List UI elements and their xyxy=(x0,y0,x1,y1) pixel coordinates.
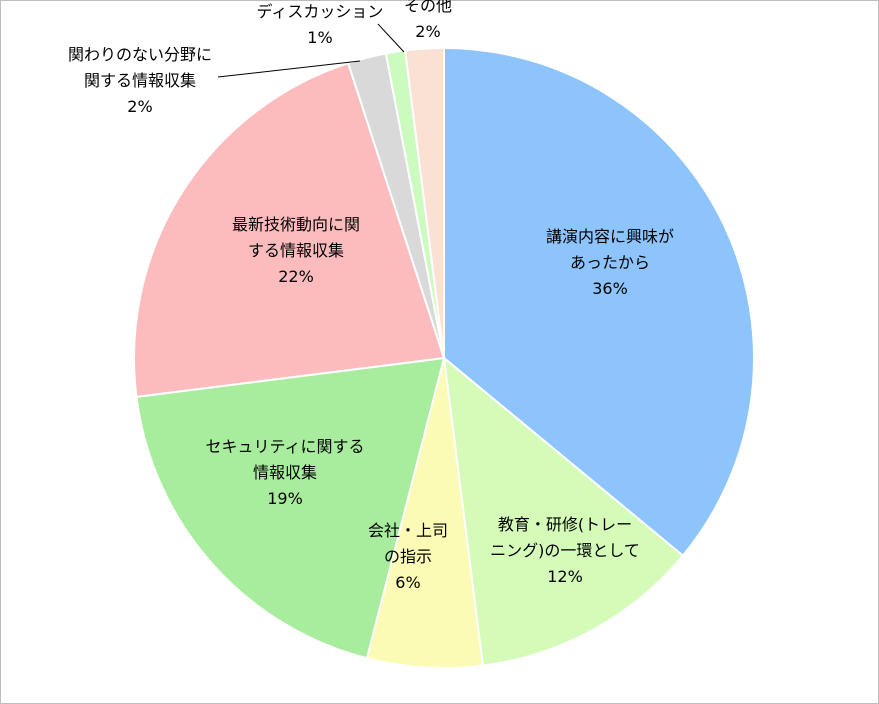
data-labels: 講演内容に興味があったから 36% 教育・研修(トレーニング)の一環として 12% 会社… xyxy=(68,0,674,592)
leader-line-6 xyxy=(217,60,361,78)
leader-lines xyxy=(217,23,405,78)
data-label-line: 会社・上司 xyxy=(368,521,448,540)
pie-slice-1 xyxy=(443,46,755,558)
data-label-line: その他 xyxy=(404,0,452,15)
data-label-4: セキュリティに関する情報収集 19% xyxy=(205,437,364,508)
pie-slice-8 xyxy=(404,46,445,359)
data-label-1: 講演内容に興味があったから 36% xyxy=(546,227,674,298)
data-label-percent: 2% xyxy=(127,97,152,116)
data-label-percent: 22% xyxy=(278,267,314,286)
data-label-percent: 2% xyxy=(415,22,440,41)
data-label-line: ディスカッション xyxy=(257,2,384,21)
data-label-line: 教育・研修(トレー xyxy=(498,515,632,534)
data-label-line: 講演内容に興味が xyxy=(546,227,674,246)
leader-line-7 xyxy=(377,23,405,53)
pie-slice-2 xyxy=(442,355,685,667)
data-label-line: セキュリティに関する xyxy=(205,437,364,456)
pie-slices xyxy=(133,46,755,669)
data-label-8: その他 2% xyxy=(404,0,452,41)
data-label-line: する情報収集 xyxy=(248,241,344,260)
data-label-percent: 1% xyxy=(307,28,332,47)
data-label-line: ニング)の一環として xyxy=(490,541,640,560)
data-label-3: 会社・上司の指示 6% xyxy=(368,521,448,592)
data-label-percent: 12% xyxy=(547,567,583,586)
data-label-line: 関する情報収集 xyxy=(84,71,196,90)
data-label-line: 関わりのない分野に xyxy=(68,45,212,64)
data-label-line: あったから xyxy=(570,253,650,272)
data-label-percent: 36% xyxy=(592,279,628,298)
pie-slice-5 xyxy=(133,61,446,398)
data-label-line: 最新技術動向に関 xyxy=(232,215,360,234)
data-label-7: ディスカッション 1% xyxy=(257,2,384,47)
data-label-5: 最新技術動向に関する情報収集 22% xyxy=(232,215,360,286)
data-label-percent: 6% xyxy=(395,573,420,592)
data-label-line: 情報収集 xyxy=(253,463,317,482)
data-label-6: 関わりのない分野に関する情報収集 2% xyxy=(68,45,212,116)
pie-slice-4 xyxy=(135,356,446,660)
data-label-line: の指示 xyxy=(384,547,432,566)
data-label-2: 教育・研修(トレーニング)の一環として 12% xyxy=(490,515,640,586)
data-label-percent: 19% xyxy=(267,489,303,508)
